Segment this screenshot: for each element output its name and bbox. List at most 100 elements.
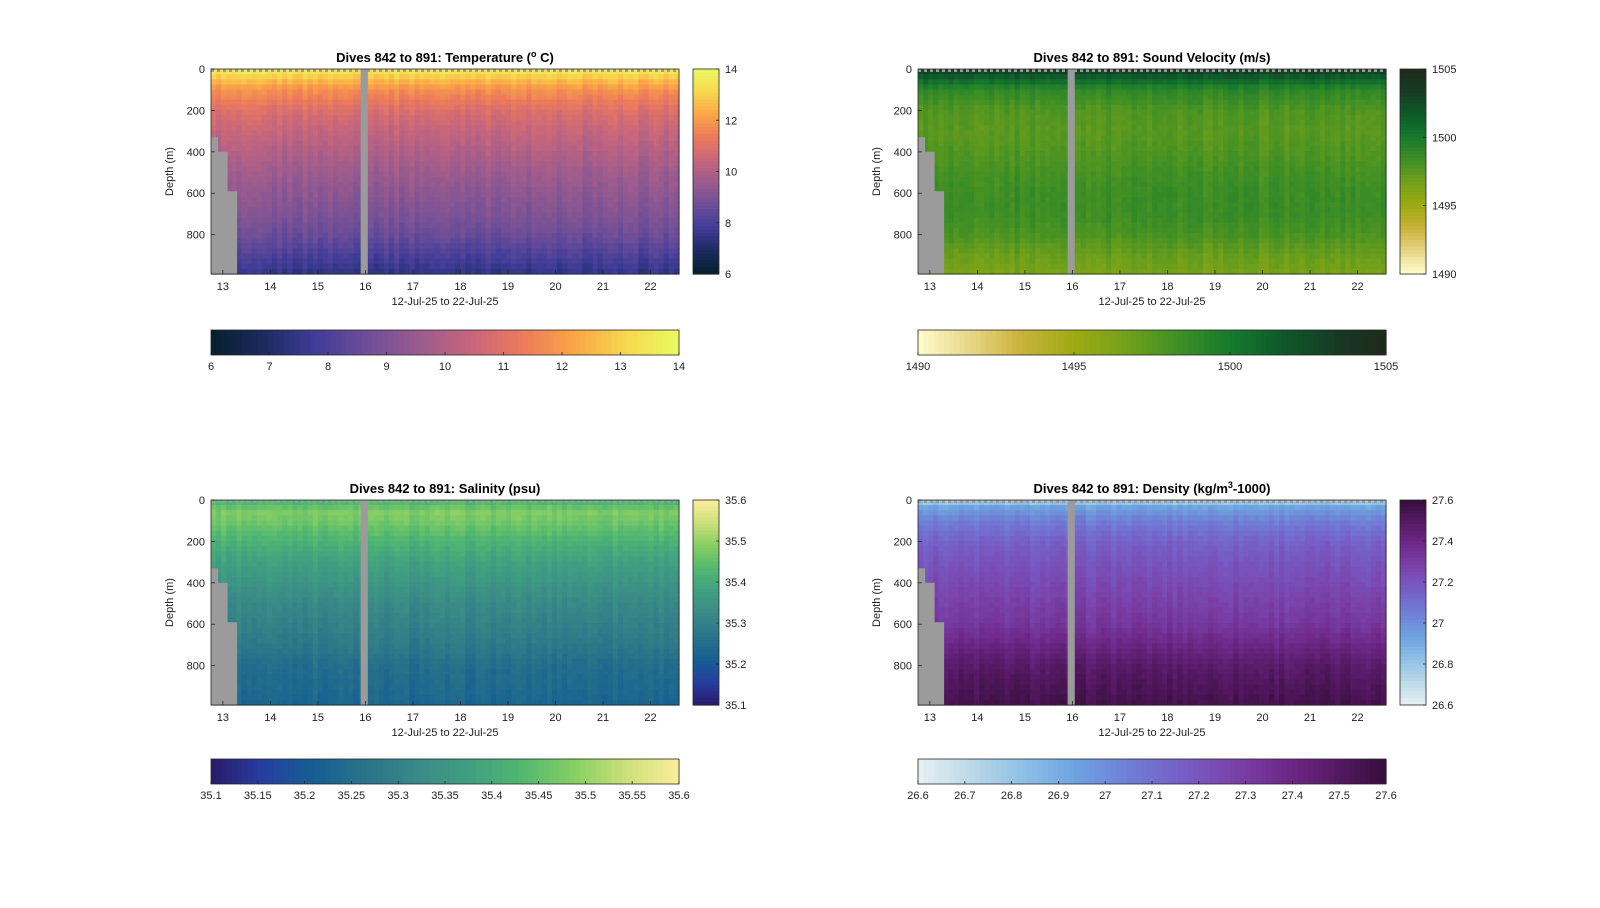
heatmap-cell (1050, 94, 1056, 101)
heatmap-cell (333, 69, 339, 75)
heatmap-cell (617, 238, 624, 244)
heatmap-cell (984, 171, 990, 178)
heatmap-cell (511, 156, 517, 162)
heatmap-cell (333, 202, 339, 208)
heatmap-cell (322, 79, 329, 85)
heatmap-cell (287, 140, 293, 147)
heatmap-cell (1009, 79, 1016, 85)
heatmap-cell (495, 115, 502, 121)
heatmap-cell (1040, 89, 1046, 96)
heatmap-cell (221, 140, 227, 147)
heatmap-cell (602, 161, 609, 167)
heatmap-cell (958, 222, 965, 229)
heatmap-cell (948, 120, 955, 126)
heatmap-cell (933, 161, 939, 167)
colorbar-segment (668, 330, 675, 355)
heatmap-cell (211, 74, 217, 80)
heatmap-cell (617, 145, 624, 152)
heatmap-cell (1029, 74, 1036, 80)
heatmap-cell (292, 120, 299, 126)
heatmap-cell (256, 258, 263, 265)
heatmap-cell (353, 233, 360, 239)
heatmap-cell (1029, 227, 1036, 234)
heatmap-cell (643, 69, 650, 75)
heatmap-cell (404, 202, 410, 208)
heatmap-cell (1050, 222, 1056, 229)
heatmap-cell (979, 222, 985, 229)
heatmap-cell (577, 135, 583, 142)
heatmap-cell (628, 238, 634, 244)
heatmap-cell (668, 202, 675, 208)
heatmap-cell (592, 145, 599, 152)
heatmap-cell (546, 110, 553, 116)
heatmap-cell (495, 171, 502, 178)
heatmap-cell (414, 186, 421, 193)
heatmap-cell (973, 104, 980, 111)
heatmap-cell (256, 233, 263, 239)
heatmap-cell (1004, 79, 1011, 85)
heatmap-cell (607, 74, 614, 80)
heatmap-cell (419, 161, 426, 167)
heatmap-cell (439, 233, 446, 239)
heatmap-cell (638, 156, 644, 162)
heatmap-cell (282, 156, 288, 162)
heatmap-cell (368, 238, 375, 244)
heatmap-cell (434, 125, 441, 132)
heatmap-cell (434, 84, 441, 91)
heatmap-cell (923, 89, 929, 96)
heatmap-cell (450, 233, 456, 239)
heatmap-cell (500, 181, 507, 188)
heatmap-cell (485, 233, 492, 239)
heatmap-cell (1009, 161, 1016, 167)
heatmap-cell (521, 176, 527, 183)
heatmap-cell (928, 84, 934, 91)
heatmap-cell (312, 212, 319, 219)
heatmap-cell (516, 217, 522, 224)
heatmap-cell (958, 79, 965, 85)
heatmap-cell (948, 227, 955, 234)
heatmap-cell (455, 227, 461, 234)
heatmap-cell (266, 120, 273, 126)
heatmap-cell (424, 243, 431, 249)
heatmap-cell (307, 181, 314, 188)
heatmap-cell (1029, 268, 1036, 275)
heatmap-cell (938, 99, 945, 106)
heatmap-cell (979, 94, 985, 101)
heatmap-cell (1009, 104, 1016, 111)
heatmap-cell (231, 74, 238, 80)
heatmap-cell (953, 145, 960, 152)
heatmap-cell (282, 207, 288, 214)
heatmap-cell (500, 207, 507, 214)
heatmap-cell (251, 74, 258, 80)
heatmap-cell (1035, 248, 1041, 255)
heatmap-cell (663, 186, 670, 193)
heatmap-cell (292, 238, 299, 244)
heatmap-cell (495, 84, 502, 91)
heatmap-cell (638, 171, 644, 178)
heatmap-cell (383, 212, 390, 219)
heatmap-cell (266, 248, 273, 255)
heatmap-cell (389, 197, 395, 203)
heatmap-cell (312, 238, 319, 244)
heatmap-cell (643, 217, 650, 224)
heatmap-cell (383, 84, 390, 91)
heatmap-cell (531, 94, 538, 101)
heatmap-cell (633, 233, 639, 239)
heatmap-cell (343, 248, 349, 255)
heatmap-cell (500, 94, 507, 101)
heatmap-cell (1050, 104, 1056, 111)
heatmap-cell (495, 99, 502, 106)
heatmap-cell (287, 222, 293, 229)
heatmap-cell (597, 253, 604, 260)
heatmap-cell (973, 176, 980, 183)
heatmap-cell (445, 104, 451, 111)
heatmap-cell (251, 217, 258, 224)
heatmap-cell (653, 130, 660, 137)
heatmap-cell (297, 233, 304, 239)
heatmap-cell (338, 171, 344, 178)
heatmap-cell (582, 166, 589, 173)
heatmap-cell (556, 207, 563, 214)
heatmap-cell (658, 99, 665, 106)
heatmap-cell (643, 130, 650, 137)
heatmap-cell (287, 197, 293, 203)
